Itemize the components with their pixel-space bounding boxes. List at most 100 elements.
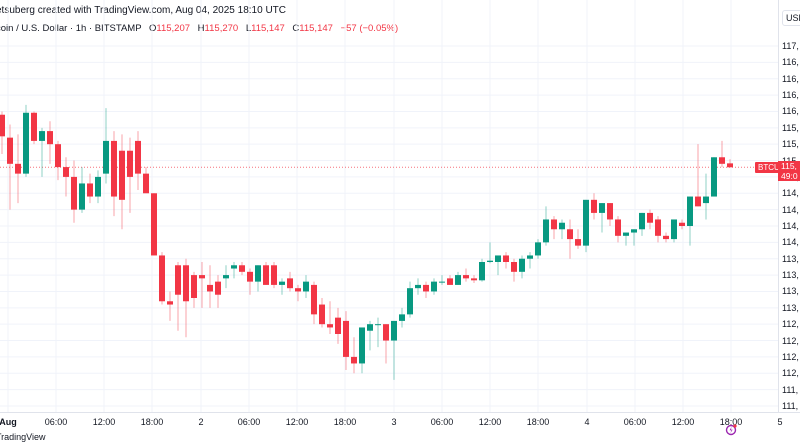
candle[interactable] (151, 193, 157, 256)
candle[interactable] (159, 252, 165, 305)
candle[interactable] (607, 203, 613, 226)
candle[interactable] (591, 193, 597, 220)
symbol-description: coin / U.S. Dollar · 1h · BITSTAMP (0, 23, 142, 34)
candle[interactable] (679, 219, 685, 230)
candle[interactable] (551, 216, 557, 240)
candle[interactable] (183, 258, 189, 338)
candle[interactable] (111, 131, 117, 217)
candle[interactable] (543, 206, 549, 246)
candle[interactable] (223, 265, 229, 289)
candle[interactable] (439, 275, 445, 285)
candle[interactable] (335, 307, 341, 344)
candle[interactable] (463, 268, 469, 282)
candle[interactable] (175, 261, 181, 331)
candle[interactable] (527, 252, 533, 269)
candle[interactable] (215, 275, 221, 308)
candle[interactable] (471, 275, 477, 283)
candle[interactable] (143, 167, 149, 194)
candle[interactable] (31, 111, 37, 145)
candle[interactable] (519, 255, 525, 279)
time-axis[interactable]: Aug 06:00 12:00 18:00 2 06:00 12:00 18:00 3 06:00… (0, 412, 800, 433)
candle[interactable] (303, 275, 309, 298)
candle[interactable] (711, 157, 717, 197)
candle[interactable] (239, 261, 245, 276)
candle[interactable] (647, 209, 653, 230)
candle[interactable] (703, 173, 709, 220)
candle[interactable] (415, 278, 421, 295)
candle[interactable] (639, 212, 645, 236)
candle[interactable] (399, 307, 405, 328)
candle[interactable] (495, 255, 501, 276)
candle[interactable] (423, 281, 429, 298)
candle[interactable] (663, 232, 669, 243)
candlestick-plot[interactable] (0, 0, 778, 412)
candle[interactable] (383, 324, 389, 364)
candle[interactable] (535, 239, 541, 259)
candle[interactable] (575, 229, 581, 249)
candle[interactable] (687, 196, 693, 246)
candle[interactable] (479, 258, 485, 282)
candle[interactable] (279, 278, 285, 295)
candle[interactable] (135, 131, 141, 190)
candle[interactable] (407, 281, 413, 318)
candle[interactable] (367, 320, 373, 351)
candle[interactable] (375, 317, 381, 348)
candle[interactable] (511, 258, 517, 282)
event-marker-icon[interactable] (725, 424, 737, 436)
currency-label[interactable]: USD (782, 10, 800, 26)
candle[interactable] (119, 134, 125, 230)
candle[interactable] (319, 297, 325, 328)
candle[interactable] (47, 121, 53, 164)
candle[interactable] (199, 261, 205, 308)
candle[interactable] (0, 111, 5, 154)
candle[interactable] (39, 127, 45, 177)
candle[interactable] (615, 216, 621, 243)
candle[interactable] (719, 140, 725, 168)
candle[interactable] (455, 271, 461, 285)
candle[interactable] (599, 203, 605, 233)
change-value: −57 (−0.05%) (340, 23, 399, 34)
candle[interactable] (247, 268, 253, 295)
candle[interactable] (71, 160, 77, 223)
candle[interactable] (95, 170, 101, 204)
candle[interactable] (567, 219, 573, 259)
candle[interactable] (327, 301, 333, 334)
tradingview-logo[interactable]: TradingView (0, 432, 46, 442)
candle[interactable] (87, 173, 93, 204)
candle[interactable] (447, 275, 453, 285)
candle[interactable] (583, 199, 589, 253)
candle[interactable] (631, 229, 637, 246)
candle[interactable] (351, 337, 357, 374)
candle[interactable] (295, 284, 301, 302)
candle[interactable] (671, 219, 677, 243)
candle[interactable] (391, 320, 397, 380)
candle[interactable] (487, 242, 493, 264)
candle[interactable] (559, 219, 565, 240)
candle[interactable] (727, 159, 733, 168)
candle[interactable] (191, 271, 197, 308)
candle[interactable] (7, 124, 13, 210)
candle[interactable] (655, 216, 661, 243)
candle[interactable] (167, 291, 173, 321)
candle[interactable] (263, 261, 269, 285)
candle[interactable] (287, 271, 293, 292)
price-axis[interactable]: USD 117,116,116,116,116,115,115,115,115,… (778, 0, 800, 412)
candle[interactable] (207, 265, 213, 308)
candle[interactable] (431, 278, 437, 295)
candle[interactable] (79, 167, 85, 213)
candle[interactable] (623, 232, 629, 246)
candle[interactable] (23, 104, 29, 177)
candle[interactable] (343, 311, 349, 370)
candle[interactable] (55, 140, 61, 181)
candle[interactable] (695, 144, 701, 207)
candle[interactable] (103, 108, 109, 184)
candle[interactable] (231, 261, 237, 279)
candle[interactable] (359, 327, 365, 374)
candle[interactable] (127, 137, 133, 213)
candle[interactable] (271, 261, 277, 289)
candle[interactable] (311, 281, 317, 325)
candle[interactable] (503, 252, 509, 269)
candle[interactable] (15, 134, 21, 204)
candle[interactable] (255, 265, 261, 292)
candle[interactable] (63, 157, 69, 197)
